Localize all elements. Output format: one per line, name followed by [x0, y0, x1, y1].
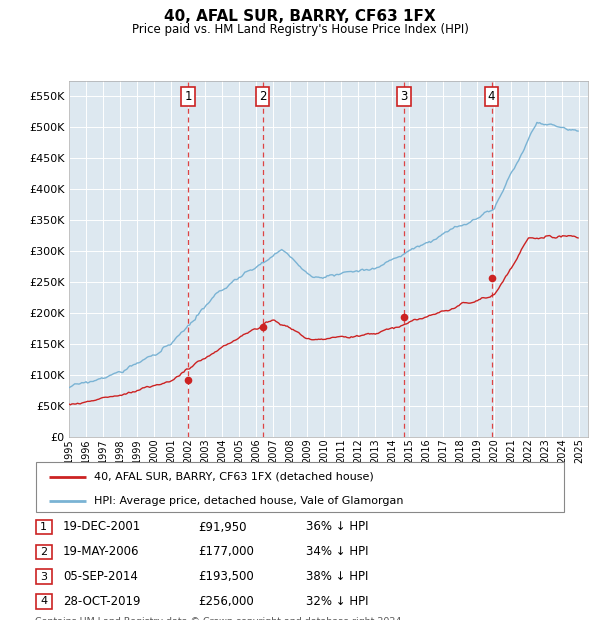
Text: 32% ↓ HPI: 32% ↓ HPI — [306, 595, 368, 608]
FancyBboxPatch shape — [36, 520, 52, 534]
Text: Price paid vs. HM Land Registry's House Price Index (HPI): Price paid vs. HM Land Registry's House … — [131, 23, 469, 36]
Text: £193,500: £193,500 — [198, 570, 254, 583]
FancyBboxPatch shape — [36, 544, 52, 559]
Text: 40, AFAL SUR, BARRY, CF63 1FX: 40, AFAL SUR, BARRY, CF63 1FX — [164, 9, 436, 24]
Text: £256,000: £256,000 — [198, 595, 254, 608]
Text: Contains HM Land Registry data © Crown copyright and database right 2024.: Contains HM Land Registry data © Crown c… — [35, 617, 404, 620]
Text: 19-MAY-2006: 19-MAY-2006 — [63, 546, 139, 558]
Text: 36% ↓ HPI: 36% ↓ HPI — [306, 521, 368, 533]
Text: HPI: Average price, detached house, Vale of Glamorgan: HPI: Average price, detached house, Vale… — [94, 495, 404, 505]
Text: 1: 1 — [184, 90, 192, 103]
FancyBboxPatch shape — [36, 462, 564, 511]
FancyBboxPatch shape — [36, 594, 52, 609]
Text: 3: 3 — [40, 572, 47, 582]
Text: 3: 3 — [400, 90, 407, 103]
Text: 40, AFAL SUR, BARRY, CF63 1FX (detached house): 40, AFAL SUR, BARRY, CF63 1FX (detached … — [94, 472, 374, 482]
Text: 2: 2 — [40, 547, 47, 557]
Text: 38% ↓ HPI: 38% ↓ HPI — [306, 570, 368, 583]
Text: £177,000: £177,000 — [198, 546, 254, 558]
Text: 4: 4 — [40, 596, 47, 606]
Text: 19-DEC-2001: 19-DEC-2001 — [63, 521, 141, 533]
FancyBboxPatch shape — [36, 569, 52, 584]
Text: 2: 2 — [259, 90, 266, 103]
Text: 4: 4 — [488, 90, 495, 103]
Text: 34% ↓ HPI: 34% ↓ HPI — [306, 546, 368, 558]
Text: £91,950: £91,950 — [198, 521, 247, 533]
Text: 28-OCT-2019: 28-OCT-2019 — [63, 595, 140, 608]
Text: 1: 1 — [40, 522, 47, 532]
Text: 05-SEP-2014: 05-SEP-2014 — [63, 570, 138, 583]
